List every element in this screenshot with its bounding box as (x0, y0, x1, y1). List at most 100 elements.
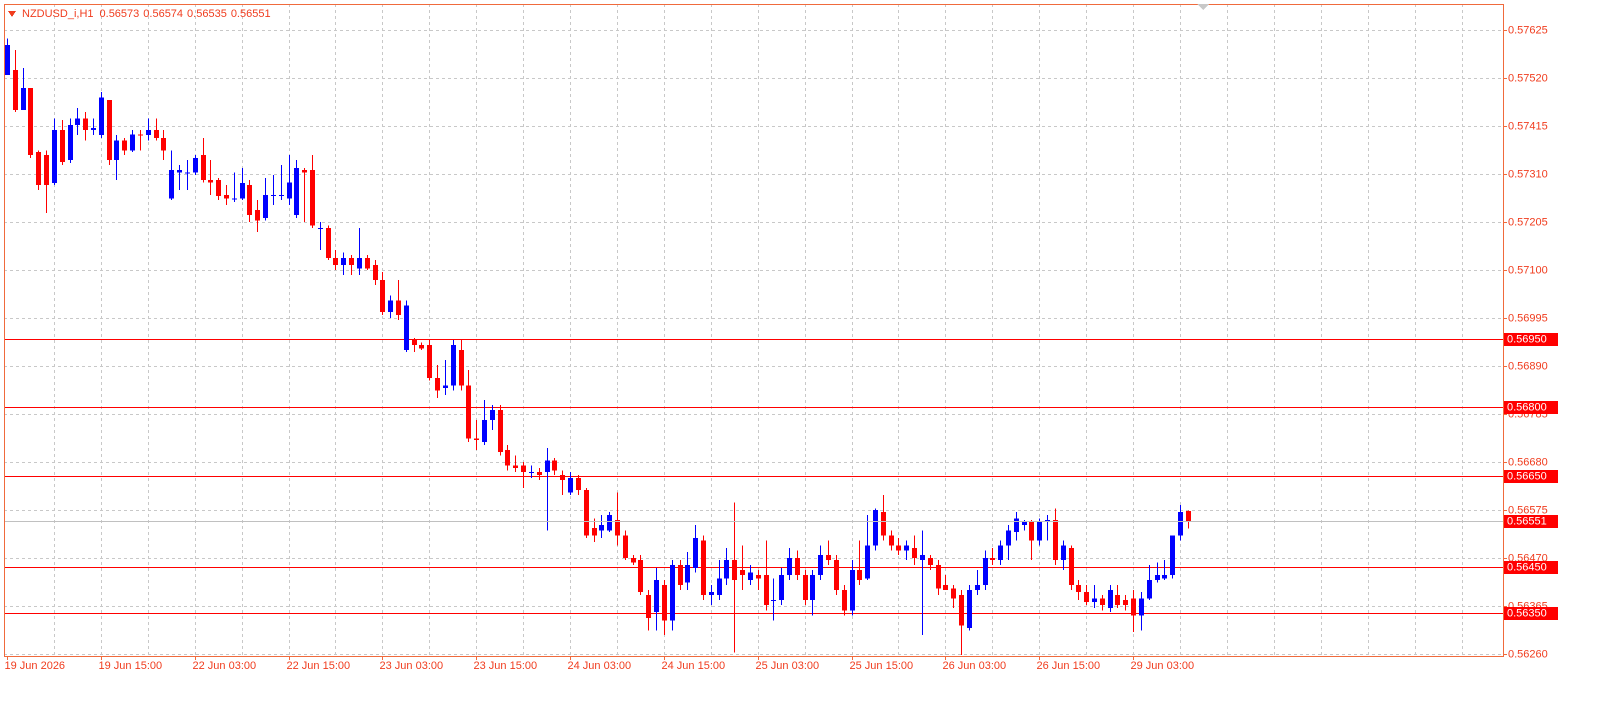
candle-body (357, 258, 362, 269)
candle-body (1069, 548, 1074, 586)
candle-body (685, 565, 690, 583)
y-tick-label: 0.57415 (1508, 120, 1548, 132)
candle-body (451, 345, 456, 386)
y-tick-label: 0.57100 (1508, 264, 1548, 276)
candle-body (662, 585, 667, 621)
x-tick-label: 26 Jun 03:00 (943, 660, 1007, 672)
candle-body (631, 558, 636, 563)
candle-body (1131, 598, 1136, 616)
candle-body (326, 228, 331, 259)
candle-body (5, 45, 10, 75)
candle-body (498, 410, 503, 453)
candle-body (169, 169, 174, 199)
candle-body (1014, 518, 1019, 533)
candle-body (396, 300, 401, 315)
candle-body (928, 558, 933, 566)
candle-body (615, 520, 620, 536)
candle-body (810, 575, 815, 601)
candle-body (1037, 522, 1042, 541)
candle-body (404, 305, 409, 351)
candle-body (427, 345, 432, 379)
candle-body (1084, 591, 1089, 603)
candle-body (1029, 522, 1034, 541)
symbol: NZDUSD_i,H1 (22, 8, 94, 20)
candle-body (224, 195, 229, 199)
level-label-box (1504, 561, 1558, 574)
candle-body (670, 565, 675, 621)
high-value: 0.56574 (143, 8, 183, 20)
level-label: 0.56800 (1507, 401, 1547, 413)
candle-body (857, 570, 862, 581)
candle-body (865, 545, 870, 579)
candle-body (122, 140, 127, 151)
candle-body (513, 465, 518, 469)
candle-body (552, 460, 557, 471)
level-label-box (1504, 607, 1558, 620)
candle-body (967, 590, 972, 629)
candle-body (419, 345, 424, 349)
candle-body (185, 172, 190, 174)
candle-body (52, 130, 57, 184)
y-tick-label: 0.56260 (1508, 648, 1548, 660)
candle-body (1139, 598, 1144, 616)
candle-body (881, 511, 886, 536)
candle-body (568, 478, 573, 493)
candle-body (287, 182, 292, 199)
candle-body (279, 195, 284, 197)
candle-body (756, 575, 761, 579)
price-label: 0.56551 (1507, 515, 1547, 527)
candle-body (951, 588, 956, 599)
candle-body (599, 525, 604, 531)
candle-body (623, 535, 628, 559)
candle-body (271, 195, 276, 197)
x-tick-label: 25 Jun 03:00 (756, 660, 820, 672)
grid (4, 4, 1503, 656)
candle-body (717, 578, 722, 596)
low-value: 0.56535 (187, 8, 227, 20)
level-label-box (1504, 470, 1558, 483)
candle-body (459, 350, 464, 386)
level-label: 0.56350 (1507, 607, 1547, 619)
x-tick-label: 25 Jun 15:00 (850, 660, 914, 672)
candle-body (678, 565, 683, 586)
candle-body (1170, 535, 1175, 576)
x-tick-label: 19 Jun 15:00 (99, 660, 163, 672)
candle-body (1100, 598, 1105, 606)
candle-body (803, 575, 808, 601)
candle-body (505, 450, 510, 466)
candle-body (818, 554, 823, 576)
candle-body (28, 88, 33, 155)
candle-body (75, 118, 80, 126)
candle-body (990, 558, 995, 560)
candle-body (114, 140, 119, 160)
x-tick-label: 26 Jun 15:00 (1037, 660, 1101, 672)
x-tick-label: 24 Jun 15:00 (662, 660, 726, 672)
candle-body (646, 595, 651, 619)
close-value: 0.56551 (231, 8, 271, 20)
candle-body (349, 258, 354, 266)
candle-body (904, 545, 909, 551)
plot-border (4, 4, 1504, 657)
y-tick-label: 0.57310 (1508, 168, 1548, 180)
candle-body (294, 168, 299, 216)
candle-body (107, 100, 112, 160)
header: NZDUSD_i,H1 0.56573 0.56574 0.56535 0.56551 (22, 8, 271, 20)
candle-body (474, 438, 479, 441)
candle-body (889, 535, 894, 546)
candle-body (154, 130, 159, 138)
y-tick-label: 0.57625 (1508, 24, 1548, 36)
candle-body (592, 527, 597, 536)
candle-body (873, 510, 878, 546)
candle-body (842, 590, 847, 611)
candle-body (654, 580, 659, 613)
candle-body (1155, 575, 1160, 581)
candle-body (1123, 600, 1128, 606)
candle-body (208, 180, 213, 183)
candle-body (83, 118, 88, 131)
level-label: 0.56950 (1507, 333, 1547, 345)
candle-body (1022, 522, 1027, 526)
candle-body (834, 559, 839, 591)
candle-body (216, 180, 221, 197)
